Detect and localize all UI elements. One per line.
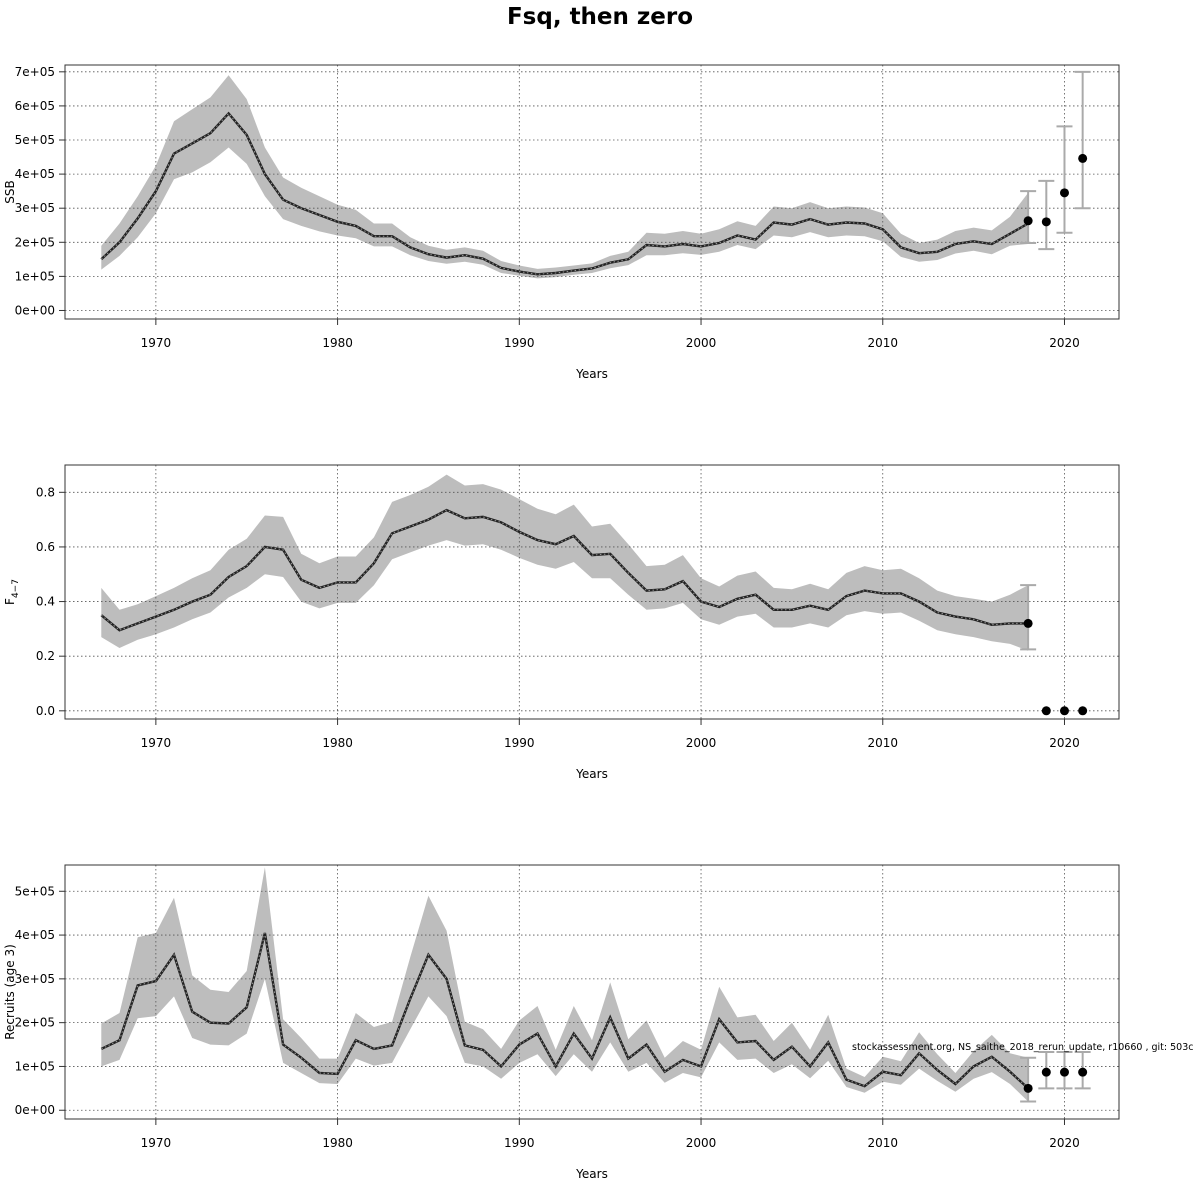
panel-1: 1970 1980 1990 2000 2010 2020 0e+00 1e+05 2e+05 3… bbox=[3, 64, 1120, 381]
y-axis-label-subscript: 4−7 bbox=[11, 579, 21, 598]
estimate-line-dots bbox=[100, 509, 1029, 631]
x-axis-label: Years bbox=[575, 1167, 608, 1181]
y-tick-label: 4e+05 bbox=[15, 167, 55, 181]
x-tick-label: 1970 bbox=[141, 736, 172, 750]
y-tick-label: 1e+05 bbox=[15, 1059, 55, 1073]
forecast-point bbox=[1059, 706, 1069, 716]
footnote: stockassessment.org, NS_saithe_2018_reru… bbox=[852, 1042, 1193, 1053]
x-tick-label: 2000 bbox=[686, 1136, 717, 1150]
x-tick-label: 2020 bbox=[1049, 336, 1080, 350]
y-tick-label: 3e+05 bbox=[15, 201, 55, 215]
x-tick-label: 1970 bbox=[141, 1136, 172, 1150]
x-tick-label: 2000 bbox=[686, 336, 717, 350]
y-axis-label: F4−7 bbox=[3, 579, 21, 605]
y-tick-label: 1e+05 bbox=[15, 269, 55, 283]
forecast-point bbox=[1078, 1067, 1088, 1077]
estimate-line-dots bbox=[100, 112, 1029, 275]
confidence-band bbox=[101, 75, 1029, 279]
x-tick-label: 1980 bbox=[322, 336, 353, 350]
x-tick-label: 1980 bbox=[322, 736, 353, 750]
y-tick-label: 2e+05 bbox=[15, 235, 55, 249]
x-tick-label: 2010 bbox=[867, 1136, 898, 1150]
x-tick-label: 2020 bbox=[1049, 736, 1080, 750]
y-axis-label: SSB bbox=[3, 180, 17, 203]
x-tick-label: 1990 bbox=[504, 1136, 535, 1150]
estimate-line-dots bbox=[101, 932, 1029, 1089]
x-tick-label: 2000 bbox=[686, 736, 717, 750]
panels: 1970 1980 1990 2000 2010 2020 0e+00 1e+05 2e+05 3… bbox=[3, 64, 1120, 1181]
chart-title: Fsq, then zero bbox=[507, 4, 693, 30]
y-axis-label: Recruits (age 3) bbox=[3, 944, 17, 1040]
y-tick-label: 0e+00 bbox=[15, 303, 55, 317]
y-tick-label: 2e+05 bbox=[15, 1016, 55, 1030]
x-tick-label: 1980 bbox=[322, 1136, 353, 1150]
forecast-point bbox=[1041, 706, 1051, 716]
y-tick-label: 0e+00 bbox=[15, 1103, 55, 1117]
x-axis-label: Years bbox=[575, 767, 608, 781]
y-tick-label: 3e+05 bbox=[15, 972, 55, 986]
forecast-point bbox=[1041, 1067, 1051, 1077]
forecast-point bbox=[1023, 618, 1033, 628]
plot-frame bbox=[64, 864, 1120, 1120]
forecast-point bbox=[1023, 216, 1033, 226]
panel-2: 1970 1980 1990 2000 2010 2020 0.0 0.2 0.4 0.6 0.8 Y… bbox=[3, 464, 1120, 781]
y-tick-label: 6e+05 bbox=[15, 99, 55, 113]
y-tick-label: 7e+05 bbox=[15, 65, 55, 79]
y-tick-label: 0.2 bbox=[36, 649, 55, 663]
x-tick-label: 2010 bbox=[867, 336, 898, 350]
x-tick-label: 2010 bbox=[867, 736, 898, 750]
plot-frame bbox=[64, 64, 1120, 320]
x-axis-label: Years bbox=[575, 367, 608, 381]
plot-frame bbox=[64, 464, 1120, 720]
forecast-point bbox=[1078, 153, 1088, 163]
confidence-band bbox=[101, 474, 1029, 651]
y-tick-label: 4e+05 bbox=[15, 928, 55, 942]
y-tick-label: 0.4 bbox=[36, 595, 55, 609]
x-tick-label: 1990 bbox=[504, 736, 535, 750]
x-tick-label: 2020 bbox=[1049, 1136, 1080, 1150]
forecast-point bbox=[1059, 1067, 1069, 1077]
y-tick-label: 0.0 bbox=[36, 704, 55, 718]
forecast-point bbox=[1078, 706, 1088, 716]
forecast-point bbox=[1041, 217, 1051, 227]
panel-3: 1970 1980 1990 2000 2010 2020 0e+00 1e+05 2e+05 3… bbox=[3, 864, 1120, 1181]
y-tick-label: 5e+05 bbox=[15, 133, 55, 147]
y-tick-label: 5e+05 bbox=[15, 884, 55, 898]
forecast-point bbox=[1023, 1083, 1033, 1093]
y-tick-label: 0.6 bbox=[36, 540, 55, 554]
x-tick-label: 1990 bbox=[504, 336, 535, 350]
x-tick-label: 1970 bbox=[141, 336, 172, 350]
confidence-band bbox=[101, 867, 1029, 1102]
y-tick-label: 0.8 bbox=[36, 485, 55, 499]
forecast-point bbox=[1059, 188, 1069, 198]
